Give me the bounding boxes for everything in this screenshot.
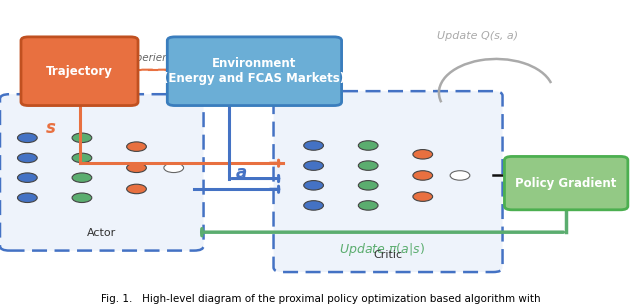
Text: Critic: Critic [374,250,403,260]
Circle shape [17,153,37,163]
Circle shape [17,173,37,182]
FancyBboxPatch shape [504,156,628,210]
Circle shape [127,142,147,152]
FancyBboxPatch shape [167,37,342,106]
Circle shape [72,193,92,203]
Text: Policy Gradient: Policy Gradient [515,176,617,190]
Circle shape [72,133,92,143]
Circle shape [17,193,37,203]
Circle shape [358,141,378,150]
Text: a: a [236,164,247,182]
Text: Environment
(Energy and FCAS Markets): Environment (Energy and FCAS Markets) [163,57,346,85]
Circle shape [304,180,323,190]
Circle shape [164,163,184,172]
Text: Update Q(s, a): Update Q(s, a) [436,31,518,41]
Circle shape [413,150,433,159]
Text: Experience: Experience [124,53,182,63]
Text: Trajectory: Trajectory [46,65,113,78]
Text: s: s [46,119,56,137]
Circle shape [127,184,147,194]
FancyBboxPatch shape [273,91,502,272]
Text: Fig. 1.   High-level diagram of the proximal policy optimization based algorithm: Fig. 1. High-level diagram of the proxim… [101,294,541,304]
Circle shape [304,201,323,210]
Circle shape [450,171,470,180]
Text: Actor: Actor [87,228,116,238]
FancyBboxPatch shape [21,37,138,106]
Circle shape [72,153,92,163]
Circle shape [17,133,37,143]
Text: Update $\pi(a|s)$: Update $\pi(a|s)$ [339,241,424,258]
Circle shape [413,192,433,201]
Circle shape [413,171,433,180]
Text: $Q(s, a)$: $Q(s, a)$ [515,154,554,169]
Circle shape [358,180,378,190]
Circle shape [127,163,147,172]
Circle shape [72,173,92,182]
Circle shape [304,161,323,170]
Circle shape [358,201,378,210]
Circle shape [358,161,378,170]
Circle shape [304,141,323,150]
FancyBboxPatch shape [0,94,204,251]
